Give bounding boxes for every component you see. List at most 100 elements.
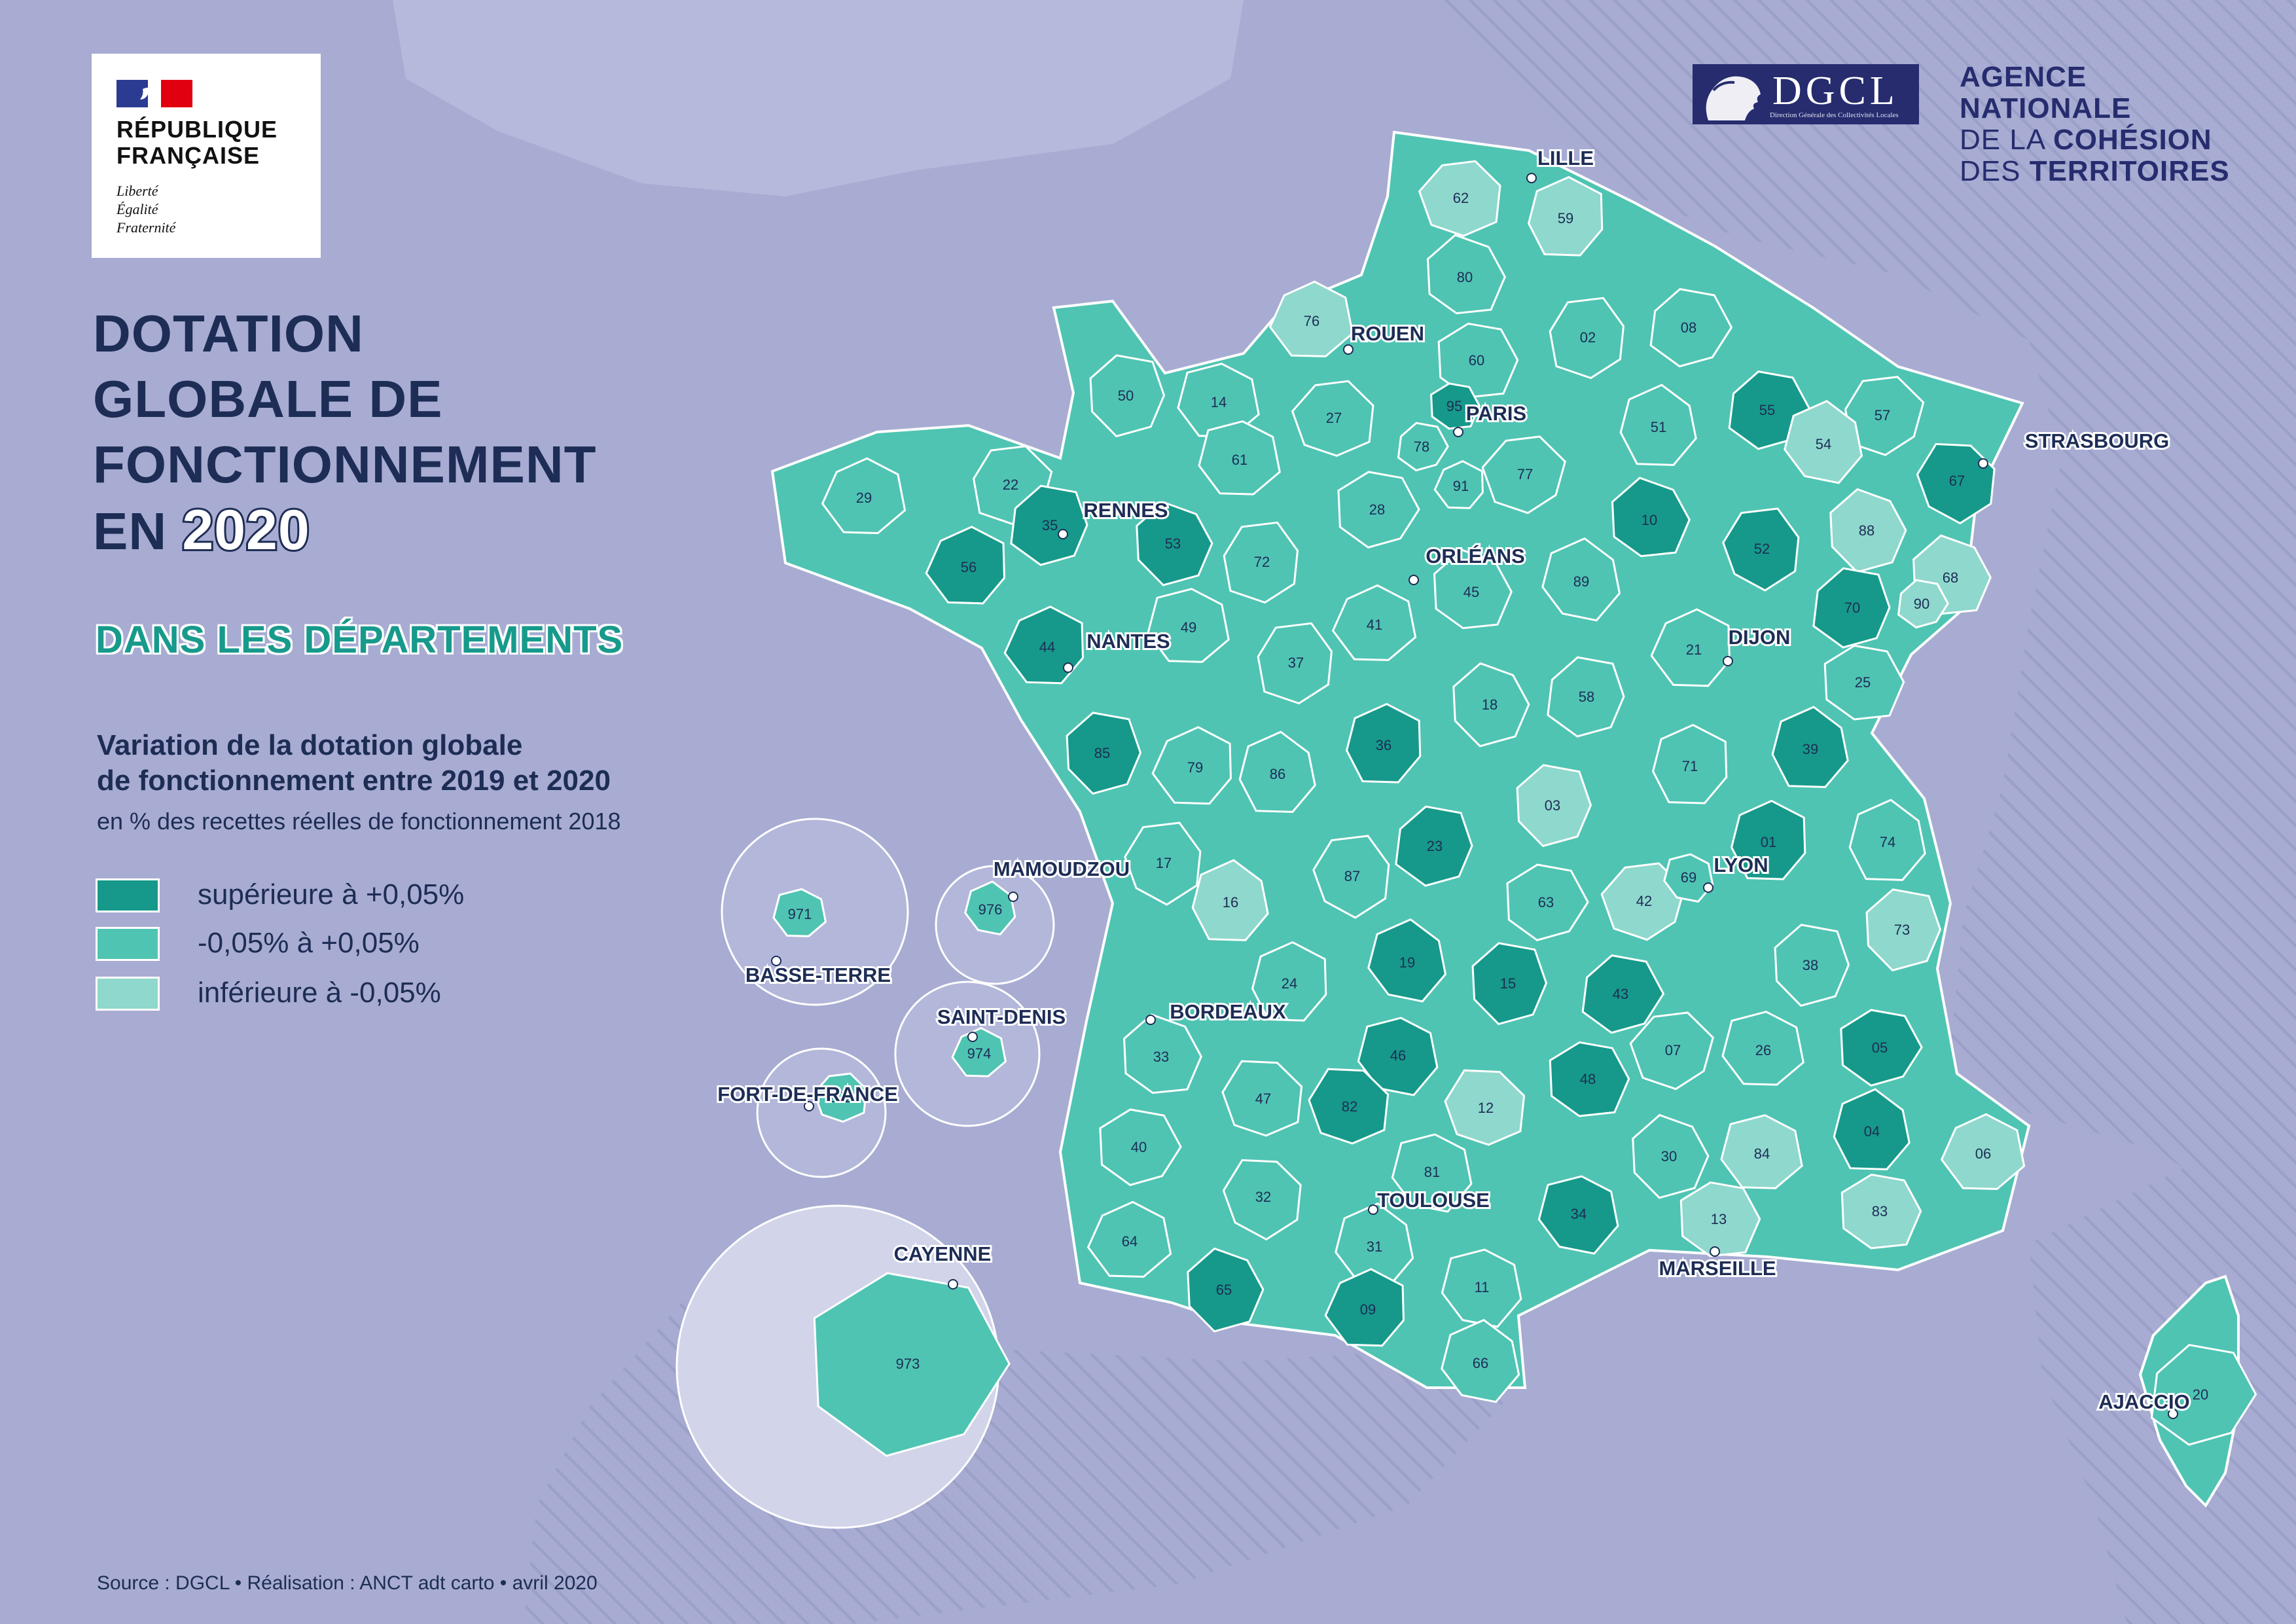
department-83: 83: [1840, 1173, 1922, 1250]
department-label-85: 85: [1094, 745, 1110, 761]
department-shape-36: [1346, 702, 1422, 784]
department-label-81: 81: [1424, 1164, 1440, 1180]
department-88: 88: [1829, 488, 1907, 573]
department-shape-65: [1187, 1247, 1265, 1333]
department-972: 972: [813, 1072, 868, 1123]
department-20: 20: [2150, 1344, 2257, 1446]
motto-liberte: Liberté: [117, 183, 158, 199]
department-76: 76: [1268, 280, 1354, 357]
city-label-bordeaux: BORDEAUX: [1170, 1000, 1286, 1023]
department-84: 84: [1720, 1114, 1803, 1189]
department-67: 67: [1916, 442, 1996, 525]
department-32: 32: [1222, 1159, 1302, 1241]
department-shape-70: [1812, 567, 1891, 649]
department-66: 66: [1441, 1318, 1520, 1403]
department-shape-21: [1650, 608, 1731, 687]
department-34: 34: [1537, 1175, 1619, 1255]
department-label-66: 66: [1473, 1355, 1488, 1371]
department-61: 61: [1198, 420, 1281, 496]
department-53: 53: [1136, 501, 1213, 586]
department-label-15: 15: [1500, 975, 1516, 992]
department-shape-67: [1916, 442, 1996, 525]
city-marker-ajaccio: [2168, 1409, 2178, 1419]
department-label-83: 83: [1872, 1203, 1888, 1219]
department-shape-80: [1426, 234, 1506, 315]
marianne-profile-icon: [1706, 76, 1761, 120]
city-label-toulouse: TOULOUSE: [1377, 1189, 1490, 1212]
city-label-cayenne: CAYENNE: [894, 1242, 992, 1265]
department-shape-87: [1312, 835, 1390, 919]
department-86: 86: [1238, 731, 1316, 813]
legend-label-low: inférieure à -0,05%: [198, 977, 441, 1009]
department-shape-57: [1844, 376, 1925, 456]
department-shape-91: [1433, 460, 1484, 509]
department-30: 30: [1632, 1113, 1710, 1199]
department-shape-02: [1549, 297, 1625, 380]
department-06: 06: [1940, 1113, 2026, 1190]
department-28: 28: [1337, 471, 1420, 549]
department-label-14: 14: [1211, 394, 1227, 410]
department-shape-69: [1663, 853, 1714, 903]
department-89: 89: [1541, 537, 1621, 622]
department-10: 10: [1611, 477, 1691, 558]
city-label-lille: LILLE: [1537, 147, 1594, 170]
department-shape-18: [1452, 662, 1530, 748]
title-year: 2020: [180, 497, 311, 564]
department-33: 33: [1123, 1013, 1202, 1094]
department-57: 57: [1844, 376, 1925, 456]
department-shape-59: [1528, 175, 1604, 257]
department-label-20: 20: [2193, 1386, 2208, 1403]
department-shape-53: [1136, 501, 1213, 586]
department-shape-28: [1337, 471, 1420, 549]
department-label-35: 35: [1042, 517, 1058, 533]
department-label-30: 30: [1661, 1148, 1677, 1164]
department-13: 13: [1679, 1181, 1761, 1257]
department-shape-90: [1897, 579, 1949, 629]
department-shape-05: [1840, 1009, 1923, 1087]
department-05: 05: [1840, 1009, 1923, 1087]
department-label-49: 49: [1181, 619, 1196, 636]
department-label-56: 56: [961, 559, 977, 575]
department-label-89: 89: [1573, 573, 1589, 590]
department-shape-04: [1833, 1088, 1910, 1170]
city-marker-basse-terre: [771, 956, 781, 966]
department-25: 25: [1823, 644, 1905, 721]
department-label-63: 63: [1538, 894, 1554, 911]
department-label-33: 33: [1153, 1049, 1169, 1065]
department-label-57: 57: [1874, 407, 1890, 424]
department-58: 58: [1547, 656, 1625, 738]
department-shape-972: [813, 1072, 868, 1123]
department-label-84: 84: [1754, 1146, 1770, 1162]
city-label-marseille: MARSEILLE: [1659, 1257, 1776, 1280]
department-label-21: 21: [1686, 641, 1702, 658]
department-shape-47: [1221, 1060, 1303, 1137]
department-label-34: 34: [1571, 1206, 1587, 1222]
department-label-42: 42: [1636, 893, 1652, 909]
department-label-70: 70: [1844, 600, 1860, 616]
department-26: 26: [1721, 1011, 1804, 1086]
legend-label-mid: -0,05% à +0,05%: [198, 927, 420, 959]
department-label-03: 03: [1545, 797, 1560, 814]
department-label-10: 10: [1641, 512, 1657, 528]
department-50: 50: [1089, 354, 1166, 438]
department-shape-06: [1940, 1113, 2026, 1190]
department-shape-37: [1257, 622, 1333, 705]
department-label-95: 95: [1446, 398, 1462, 414]
department-label-86: 86: [1270, 766, 1285, 782]
department-90: 90: [1897, 579, 1949, 629]
department-label-06: 06: [1975, 1146, 1991, 1162]
department-label-29: 29: [856, 490, 872, 506]
city-marker-toulouse: [1368, 1204, 1378, 1215]
city-label-basse-terre: BASSE-TERRE: [745, 964, 891, 986]
department-label-22: 22: [1003, 477, 1018, 493]
department-72: 72: [1223, 521, 1299, 604]
department-82: 82: [1308, 1068, 1390, 1145]
city-marker-lille: [1526, 173, 1537, 183]
department-shape-17: [1124, 821, 1202, 906]
department-label-61: 61: [1232, 452, 1247, 468]
department-label-973: 973: [896, 1356, 920, 1372]
department-shape-84: [1720, 1114, 1803, 1189]
department-label-52: 52: [1754, 541, 1770, 557]
department-shape-15: [1471, 942, 1548, 1026]
department-label-31: 31: [1367, 1238, 1382, 1255]
